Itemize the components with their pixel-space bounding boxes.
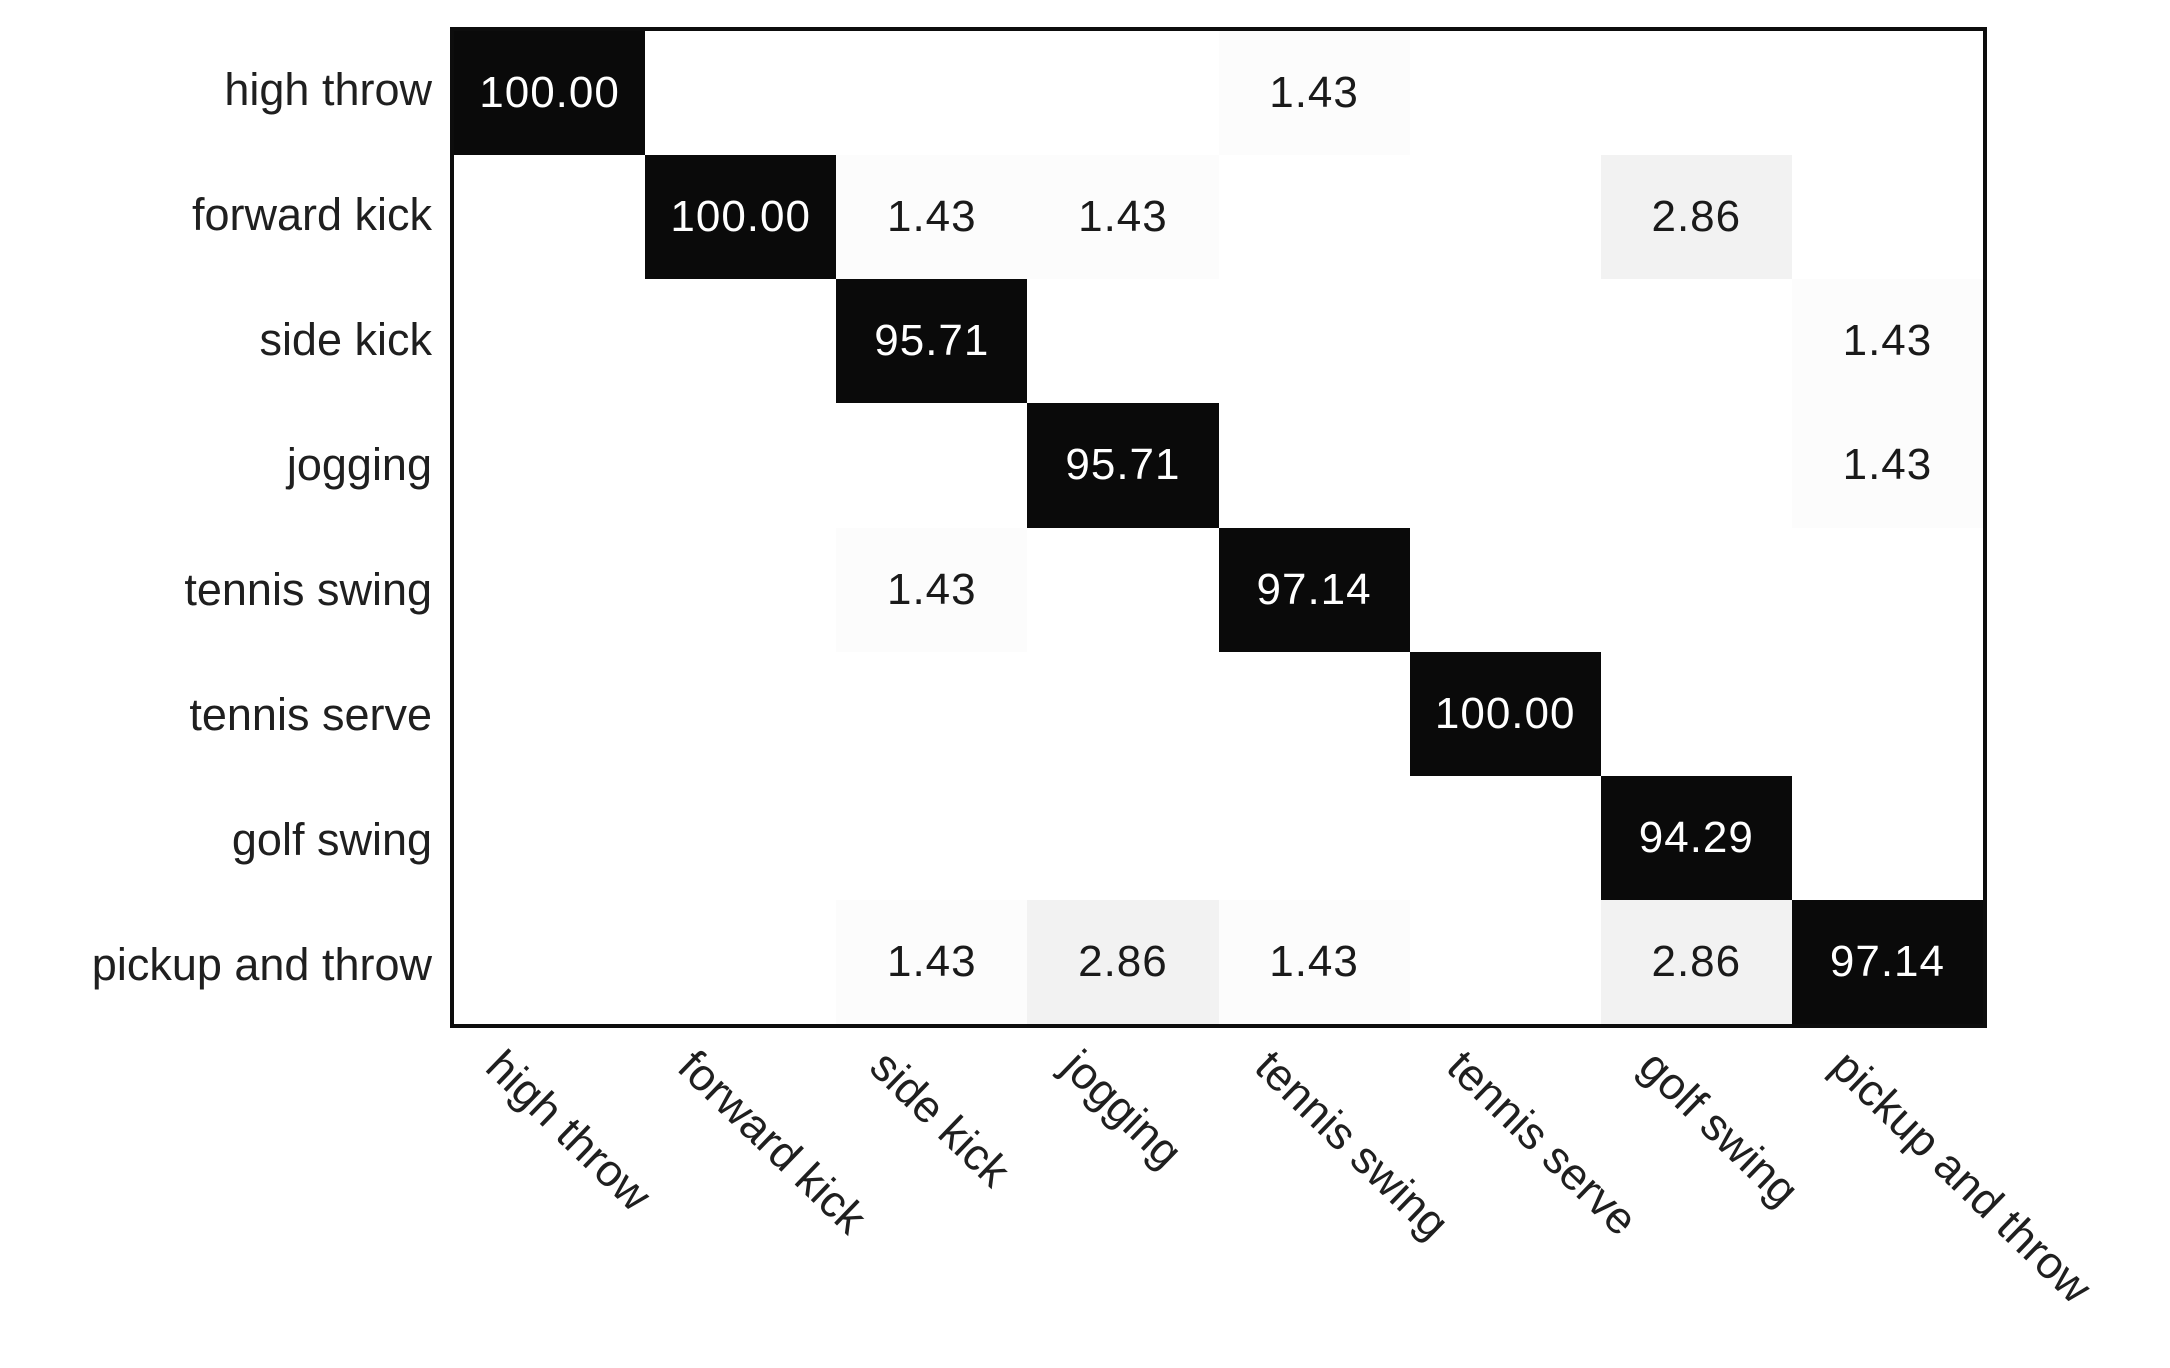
y-axis-label: forward kick xyxy=(191,188,432,240)
matrix-cell xyxy=(1409,155,1601,280)
x-axis-label: tennis swing xyxy=(1245,1040,1459,1249)
x-axis-label: forward kick xyxy=(668,1040,877,1244)
matrix-cell xyxy=(836,775,1028,900)
matrix-cell xyxy=(1027,651,1219,776)
matrix-cell xyxy=(454,403,646,528)
x-axis-label: high throw xyxy=(476,1040,662,1221)
x-axis-label: tennis serve xyxy=(1437,1040,1648,1246)
matrix-cell xyxy=(1218,279,1410,404)
matrix-cell xyxy=(645,279,837,404)
matrix-cell xyxy=(645,527,837,652)
matrix-cell: 100.00 xyxy=(454,31,646,156)
matrix-cell xyxy=(1027,31,1219,156)
matrix-cell xyxy=(1409,899,1601,1024)
matrix-cell xyxy=(1409,403,1601,528)
matrix-cell xyxy=(1600,403,1792,528)
y-axis-label: pickup and throw xyxy=(91,939,432,991)
matrix-cell xyxy=(645,651,837,776)
matrix-cell xyxy=(1600,651,1792,776)
matrix-cell xyxy=(454,279,646,404)
matrix-cell: 1.43 xyxy=(836,899,1028,1024)
matrix-cell xyxy=(645,403,837,528)
x-axis-label: jogging xyxy=(1053,1040,1193,1178)
matrix-cell xyxy=(645,899,837,1024)
y-axis-label: jogging xyxy=(286,438,432,490)
matrix-cell xyxy=(1218,403,1410,528)
matrix-cell xyxy=(1600,279,1792,404)
matrix-cell xyxy=(1409,31,1601,156)
matrix-cell: 100.00 xyxy=(645,155,837,280)
matrix-cell: 1.43 xyxy=(1218,899,1410,1024)
matrix-cell xyxy=(1600,31,1792,156)
plot-area: 100.00 1.43 100.00 1.43 1.43 2.86 95.71 1.43 95.… xyxy=(450,27,1987,1028)
matrix-cell: 94.29 xyxy=(1600,775,1792,900)
matrix-cell xyxy=(1409,527,1601,652)
x-axis-label: golf swing xyxy=(1629,1040,1809,1216)
matrix-cell: 95.71 xyxy=(1027,403,1219,528)
matrix-cell xyxy=(454,651,646,776)
matrix-cell xyxy=(454,775,646,900)
matrix-cell xyxy=(1218,775,1410,900)
matrix-cell xyxy=(836,31,1028,156)
x-axis-label: side kick xyxy=(860,1040,1021,1197)
matrix-cell: 2.86 xyxy=(1600,155,1792,280)
matrix-cell: 1.43 xyxy=(1218,31,1410,156)
matrix-cell: 97.14 xyxy=(1791,899,1983,1024)
matrix-cell xyxy=(1791,775,1983,900)
matrix-cell: 97.14 xyxy=(1218,527,1410,652)
matrix-cell: 100.00 xyxy=(1409,651,1601,776)
matrix-cell xyxy=(454,155,646,280)
matrix-cell xyxy=(645,775,837,900)
matrix-cell xyxy=(1791,527,1983,652)
matrix-cell xyxy=(1218,651,1410,776)
matrix-cell xyxy=(836,651,1028,776)
x-axis-label: pickup and throw xyxy=(1821,1040,2102,1314)
y-axis-label: golf swing xyxy=(231,814,432,866)
matrix-cell xyxy=(1218,155,1410,280)
y-axis-label: high throw xyxy=(224,63,432,115)
y-axis-label: side kick xyxy=(259,313,432,365)
matrix-cell: 1.43 xyxy=(1791,403,1983,528)
matrix-cell xyxy=(1027,527,1219,652)
matrix-cell: 2.86 xyxy=(1027,899,1219,1024)
matrix-cell xyxy=(1791,155,1983,280)
matrix-cell: 95.71 xyxy=(836,279,1028,404)
y-axis-label: tennis swing xyxy=(184,564,432,616)
matrix-cell xyxy=(454,527,646,652)
matrix-cell xyxy=(1791,31,1983,156)
matrix-cell xyxy=(645,31,837,156)
matrix-cell xyxy=(454,899,646,1024)
matrix-cell xyxy=(1027,279,1219,404)
matrix-cell xyxy=(1409,279,1601,404)
matrix-cell: 1.43 xyxy=(1027,155,1219,280)
matrix-cell xyxy=(1409,775,1601,900)
matrix-cell: 2.86 xyxy=(1600,899,1792,1024)
matrix-cell xyxy=(1791,651,1983,776)
matrix-cell xyxy=(836,403,1028,528)
matrix-cell: 1.43 xyxy=(836,527,1028,652)
matrix-cell: 1.43 xyxy=(1791,279,1983,404)
matrix-cell xyxy=(1027,775,1219,900)
matrix-cell xyxy=(1600,527,1792,652)
y-axis-label: tennis serve xyxy=(189,689,432,741)
matrix-cell: 1.43 xyxy=(836,155,1028,280)
